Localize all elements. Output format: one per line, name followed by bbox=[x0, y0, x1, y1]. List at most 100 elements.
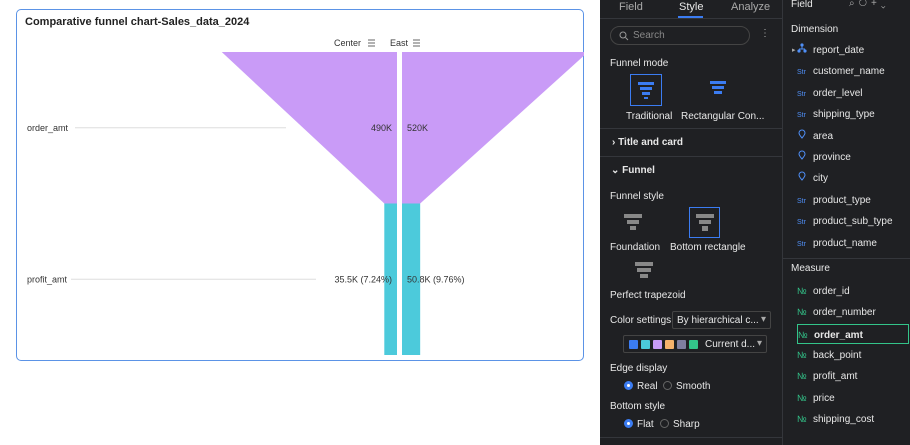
mode-rect[interactable] bbox=[703, 74, 735, 106]
field-icon: № bbox=[797, 371, 807, 382]
swatch bbox=[641, 340, 650, 349]
field-icon: № bbox=[797, 349, 807, 360]
section-label: Funnel style bbox=[610, 191, 664, 202]
caret: ▾ bbox=[756, 338, 762, 349]
field-icon: Str bbox=[797, 90, 806, 98]
chart: Comparative funnel chart-Sales_data_2024… bbox=[25, 16, 584, 355]
field-label: order_level bbox=[813, 87, 863, 99]
field-item[interactable]: ▸ report_date bbox=[792, 41, 909, 62]
field-label: order_id bbox=[813, 286, 850, 297]
field-item[interactable]: Str customer_name bbox=[797, 62, 909, 82]
option-label: Rectangular Con... bbox=[681, 111, 765, 122]
option-label: Bottom rectangle bbox=[670, 242, 746, 253]
field-label: back_point bbox=[813, 349, 862, 361]
field-item[interactable]: № order_number bbox=[797, 302, 909, 322]
field-label: shipping_type bbox=[813, 109, 875, 121]
field-label: city bbox=[813, 173, 828, 185]
field-label: area bbox=[813, 130, 834, 142]
icon bbox=[638, 82, 654, 99]
caret: ▾ bbox=[760, 314, 766, 325]
field-item[interactable]: Str product_sub_type bbox=[797, 212, 909, 232]
tab-underline bbox=[678, 16, 703, 18]
location-icon bbox=[798, 171, 806, 182]
field-item[interactable]: area bbox=[797, 127, 909, 147]
field-icon: № bbox=[798, 329, 808, 340]
field-icon bbox=[797, 170, 813, 190]
field-item[interactable]: № profit_amt bbox=[797, 366, 909, 386]
field-label: profit_amt bbox=[813, 371, 858, 383]
more-menu[interactable]: ⋮ bbox=[760, 28, 770, 39]
field-icon bbox=[797, 42, 813, 62]
location-icon bbox=[798, 150, 806, 160]
tab-active[interactable]: Style bbox=[679, 1, 704, 13]
field-item[interactable]: Str product_type bbox=[797, 191, 909, 211]
field-icon: Str bbox=[797, 69, 806, 77]
expand-caret: ▸ bbox=[792, 47, 796, 54]
value-label: 35.5K (7.24%) bbox=[334, 274, 392, 284]
field-item[interactable]: city bbox=[797, 169, 909, 189]
field-item[interactable]: Str product_name bbox=[797, 234, 909, 254]
palette[interactable]: Current d... ▾ bbox=[623, 335, 767, 353]
radio[interactable]: Flat bbox=[624, 419, 654, 430]
funnel-stage bbox=[402, 52, 584, 204]
field-item[interactable]: № back_point bbox=[797, 345, 909, 365]
value-label: 50.8K (9.76%) bbox=[407, 274, 465, 284]
chart-title: Comparative funnel chart-Sales_data_2024 bbox=[25, 16, 250, 28]
collapsible[interactable]: › Title and card bbox=[612, 137, 683, 148]
section-label: Bottom style bbox=[610, 401, 666, 412]
value-label: 490K bbox=[371, 123, 392, 133]
location-icon bbox=[798, 129, 806, 139]
field-label: price bbox=[813, 392, 835, 404]
field-label: product_sub_type bbox=[813, 216, 893, 228]
field-icon: Str bbox=[797, 112, 806, 120]
field-label: report_date bbox=[813, 45, 865, 56]
field-item[interactable]: № shipping_cost bbox=[797, 409, 909, 429]
legend-label: Center bbox=[334, 38, 361, 48]
funnel-stage bbox=[384, 203, 397, 355]
field-item[interactable]: № price bbox=[797, 388, 909, 408]
radio[interactable]: Smooth bbox=[663, 381, 710, 392]
collapsible[interactable]: ⌄ Funnel bbox=[611, 165, 655, 176]
radio[interactable]: Sharp bbox=[660, 419, 700, 430]
field-item[interactable]: № order_amt bbox=[797, 323, 909, 344]
tab[interactable]: Analyze bbox=[731, 1, 771, 13]
field-icon: Str bbox=[797, 219, 806, 227]
toolbar[interactable]: ⌕↻+⌄ bbox=[849, 0, 890, 9]
funnel-stage bbox=[402, 203, 421, 355]
field-item[interactable]: Str order_level bbox=[797, 84, 909, 104]
tab[interactable]: Field bbox=[619, 1, 643, 13]
icon bbox=[710, 81, 726, 94]
option-label: Traditional bbox=[626, 111, 673, 122]
radio-label: Flat bbox=[637, 419, 654, 430]
style-panel: Field Style Analyze Search ⋮ Funnel mode… bbox=[600, 0, 782, 445]
field-icon: № bbox=[797, 286, 807, 296]
field-item[interactable]: № order_id bbox=[797, 281, 909, 301]
swatch bbox=[665, 340, 674, 349]
field-item[interactable]: Str shipping_type bbox=[797, 105, 909, 125]
option-label: Foundation bbox=[610, 242, 661, 253]
field-icon: Str bbox=[797, 197, 806, 205]
funnel-stage bbox=[221, 52, 397, 204]
search-placeholder: Search bbox=[633, 30, 665, 41]
mode-traditional[interactable] bbox=[630, 74, 662, 106]
style-trapezoid[interactable] bbox=[631, 258, 659, 282]
field-item[interactable]: province bbox=[797, 148, 909, 168]
select-value: By hierarchical c... bbox=[677, 315, 759, 326]
style-foundation[interactable] bbox=[620, 208, 648, 236]
search-box[interactable]: Search bbox=[610, 26, 750, 45]
legend-label: East bbox=[390, 38, 409, 48]
stage-label: order_amt bbox=[27, 123, 69, 133]
field-icon: Str bbox=[797, 240, 806, 248]
section-title: Title and card bbox=[618, 137, 683, 148]
section-label: Edge display bbox=[610, 363, 668, 374]
style-bottom-rect[interactable] bbox=[689, 207, 720, 238]
stage-label: profit_amt bbox=[27, 274, 68, 284]
field-label: customer_name bbox=[813, 66, 885, 78]
option-label: Perfect trapezoid bbox=[610, 290, 686, 301]
radio[interactable]: Real bbox=[624, 381, 658, 392]
field-label: shipping_cost bbox=[813, 413, 875, 425]
group-title: Measure bbox=[791, 263, 830, 274]
select[interactable]: By hierarchical c... ▾ bbox=[672, 311, 771, 329]
search-icon bbox=[619, 31, 629, 41]
